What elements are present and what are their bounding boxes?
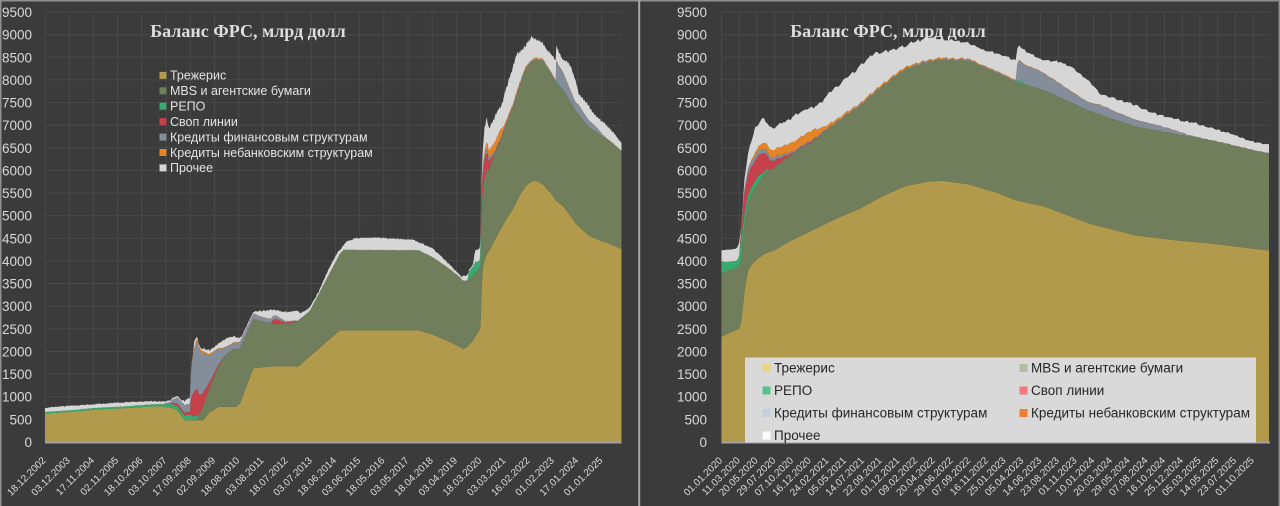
- svg-text:Трежерис: Трежерис: [170, 69, 226, 83]
- svg-text:2000: 2000: [2, 345, 32, 360]
- svg-text:1000: 1000: [677, 390, 707, 405]
- svg-text:8000: 8000: [677, 73, 707, 88]
- svg-text:6000: 6000: [2, 163, 32, 178]
- svg-text:6500: 6500: [677, 141, 707, 156]
- svg-text:4500: 4500: [677, 231, 707, 246]
- svg-text:0: 0: [24, 435, 32, 450]
- svg-text:Трежерис: Трежерис: [774, 361, 835, 376]
- svg-text:4000: 4000: [677, 254, 707, 269]
- svg-text:Кредиты финансовым структурам: Кредиты финансовым структурам: [170, 130, 368, 144]
- svg-text:5500: 5500: [677, 186, 707, 201]
- svg-text:7500: 7500: [677, 96, 707, 111]
- svg-text:500: 500: [9, 412, 32, 427]
- svg-text:РЕПО: РЕПО: [774, 383, 812, 398]
- svg-text:2500: 2500: [677, 322, 707, 337]
- svg-text:9000: 9000: [677, 28, 707, 43]
- svg-text:7000: 7000: [677, 118, 707, 133]
- svg-text:Своп линии: Своп линии: [1031, 383, 1104, 398]
- svg-text:Баланс ФРС, млрд долл: Баланс ФРС, млрд долл: [790, 21, 986, 41]
- svg-text:6500: 6500: [2, 141, 32, 156]
- svg-text:8500: 8500: [677, 50, 707, 65]
- svg-text:3000: 3000: [677, 299, 707, 314]
- svg-text:3000: 3000: [2, 299, 32, 314]
- svg-text:5000: 5000: [2, 209, 32, 224]
- svg-text:Кредиты финансовым структурам: Кредиты финансовым структурам: [774, 406, 987, 421]
- svg-text:4500: 4500: [2, 231, 32, 246]
- svg-text:9500: 9500: [677, 5, 707, 20]
- svg-text:MBS и агентские бумаги: MBS и агентские бумаги: [1031, 361, 1183, 376]
- svg-text:Кредиты небанковским структура: Кредиты небанковским структурам: [170, 146, 373, 160]
- svg-text:500: 500: [684, 412, 707, 427]
- svg-text:1500: 1500: [677, 367, 707, 382]
- svg-text:2000: 2000: [677, 345, 707, 360]
- svg-text:3500: 3500: [677, 277, 707, 292]
- svg-text:9000: 9000: [2, 28, 32, 43]
- svg-text:0: 0: [699, 435, 707, 450]
- svg-text:6000: 6000: [677, 163, 707, 178]
- svg-text:MBS и агентские бумаги: MBS и агентские бумаги: [170, 84, 311, 98]
- svg-text:Прочее: Прочее: [774, 428, 820, 443]
- svg-text:РЕПО: РЕПО: [170, 100, 206, 114]
- svg-text:2500: 2500: [2, 322, 32, 337]
- svg-text:Прочее: Прочее: [170, 161, 213, 175]
- svg-text:7500: 7500: [2, 96, 32, 111]
- svg-text:8500: 8500: [2, 50, 32, 65]
- svg-text:8000: 8000: [2, 73, 32, 88]
- svg-text:1000: 1000: [2, 390, 32, 405]
- svg-text:9500: 9500: [2, 5, 32, 20]
- svg-text:3500: 3500: [2, 277, 32, 292]
- svg-text:5500: 5500: [2, 186, 32, 201]
- svg-text:7000: 7000: [2, 118, 32, 133]
- svg-text:Кредиты небанковским структура: Кредиты небанковским структурам: [1031, 406, 1250, 421]
- svg-text:1500: 1500: [2, 367, 32, 382]
- svg-text:5000: 5000: [677, 209, 707, 224]
- svg-text:Баланс ФРС, млрд долл: Баланс ФРС, млрд долл: [150, 21, 346, 41]
- svg-text:4000: 4000: [2, 254, 32, 269]
- svg-text:Своп линии: Своп линии: [170, 115, 238, 129]
